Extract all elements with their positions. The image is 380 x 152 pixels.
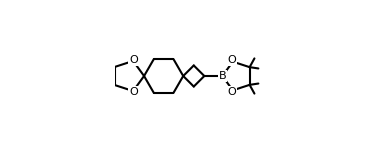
Text: B: B	[218, 71, 226, 81]
Text: O: O	[129, 55, 138, 65]
Text: O: O	[227, 86, 236, 97]
Text: O: O	[129, 87, 138, 97]
Text: O: O	[227, 55, 236, 66]
